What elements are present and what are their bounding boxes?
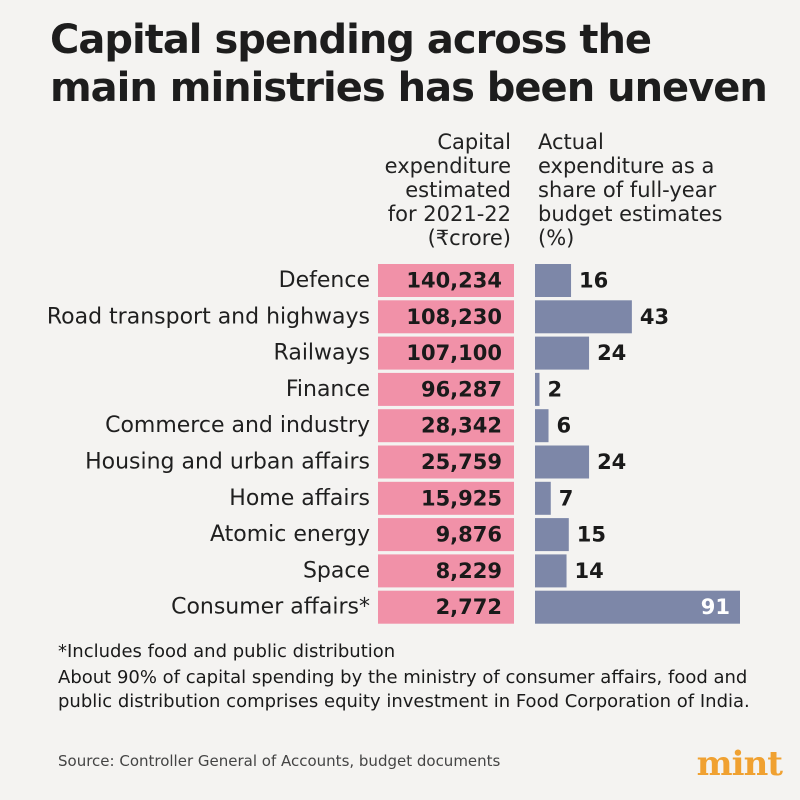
mint-logo: mint (696, 744, 783, 784)
share-bar (535, 481, 551, 515)
share-bar (535, 409, 549, 443)
category-label: Space (303, 558, 370, 583)
capital-expenditure-cell (378, 336, 514, 370)
capital-expenditure-cell (378, 481, 514, 515)
capital-expenditure-value: 9,876 (436, 523, 502, 547)
capital-expenditure-value: 2,772 (436, 595, 502, 619)
category-label: Atomic energy (210, 522, 370, 547)
share-bar (535, 300, 632, 334)
capital-expenditure-value: 96,287 (421, 377, 502, 401)
footnote-consumer-affairs: About 90% of capital spending by the min… (58, 667, 750, 712)
share-bar (535, 264, 572, 297)
share-bar (535, 372, 540, 406)
capital-expenditure-header: Capital expenditure estimated for 2021-2… (384, 130, 511, 250)
category-label: Finance (286, 377, 370, 402)
share-value-label: 43 (640, 305, 669, 329)
category-label: Commerce and industry (105, 413, 370, 438)
category-label: Road transport and highways (47, 304, 370, 329)
category-label: Consumer affairs* (171, 595, 370, 620)
share-bar (535, 554, 567, 588)
share-value-label: 2 (548, 377, 563, 401)
capital-expenditure-value: 25,759 (421, 450, 502, 474)
capital-expenditure-value: 140,234 (406, 269, 502, 293)
share-bar (535, 336, 590, 370)
capital-expenditure-value: 15,925 (421, 486, 502, 510)
capital-expenditure-value: 108,230 (406, 305, 502, 329)
share-bar (535, 445, 590, 479)
capital-expenditure-cell (378, 554, 514, 588)
capital-expenditure-cell (378, 264, 514, 297)
category-label: Home affairs (229, 486, 370, 511)
capital-expenditure-cell (378, 409, 514, 443)
share-value-label: 91 (701, 595, 730, 619)
footnote-asterisk: *Includes food and public distribution (58, 641, 396, 662)
share-value-label: 14 (575, 559, 604, 583)
capital-expenditure-cell (378, 445, 514, 479)
capital-expenditure-value: 107,100 (406, 341, 502, 365)
share-value-label: 15 (577, 523, 606, 547)
capital-expenditure-value: 8,229 (436, 559, 502, 583)
capital-expenditure-cell (378, 518, 514, 552)
share-bar (535, 590, 740, 624)
share-value-label: 7 (559, 486, 574, 510)
share-of-budget-header: Actual expenditure as a share of full-ye… (538, 130, 723, 250)
share-value-label: 24 (597, 341, 626, 365)
capital-expenditure-cell (378, 590, 514, 624)
share-value-label: 16 (579, 269, 608, 293)
chart-title: Capital spending across the main ministr… (50, 17, 768, 111)
capital-expenditure-value: 28,342 (421, 414, 502, 438)
share-value-label: 6 (557, 414, 572, 438)
share-bar (535, 518, 569, 552)
category-label: Railways (274, 341, 370, 366)
category-label: Housing and urban affairs (85, 450, 370, 475)
category-label: Defence (279, 268, 370, 293)
capital-expenditure-cell (378, 300, 514, 334)
source-note: Source: Controller General of Accounts, … (58, 752, 501, 770)
share-value-label: 24 (597, 450, 626, 474)
capital-expenditure-cell (378, 372, 514, 406)
